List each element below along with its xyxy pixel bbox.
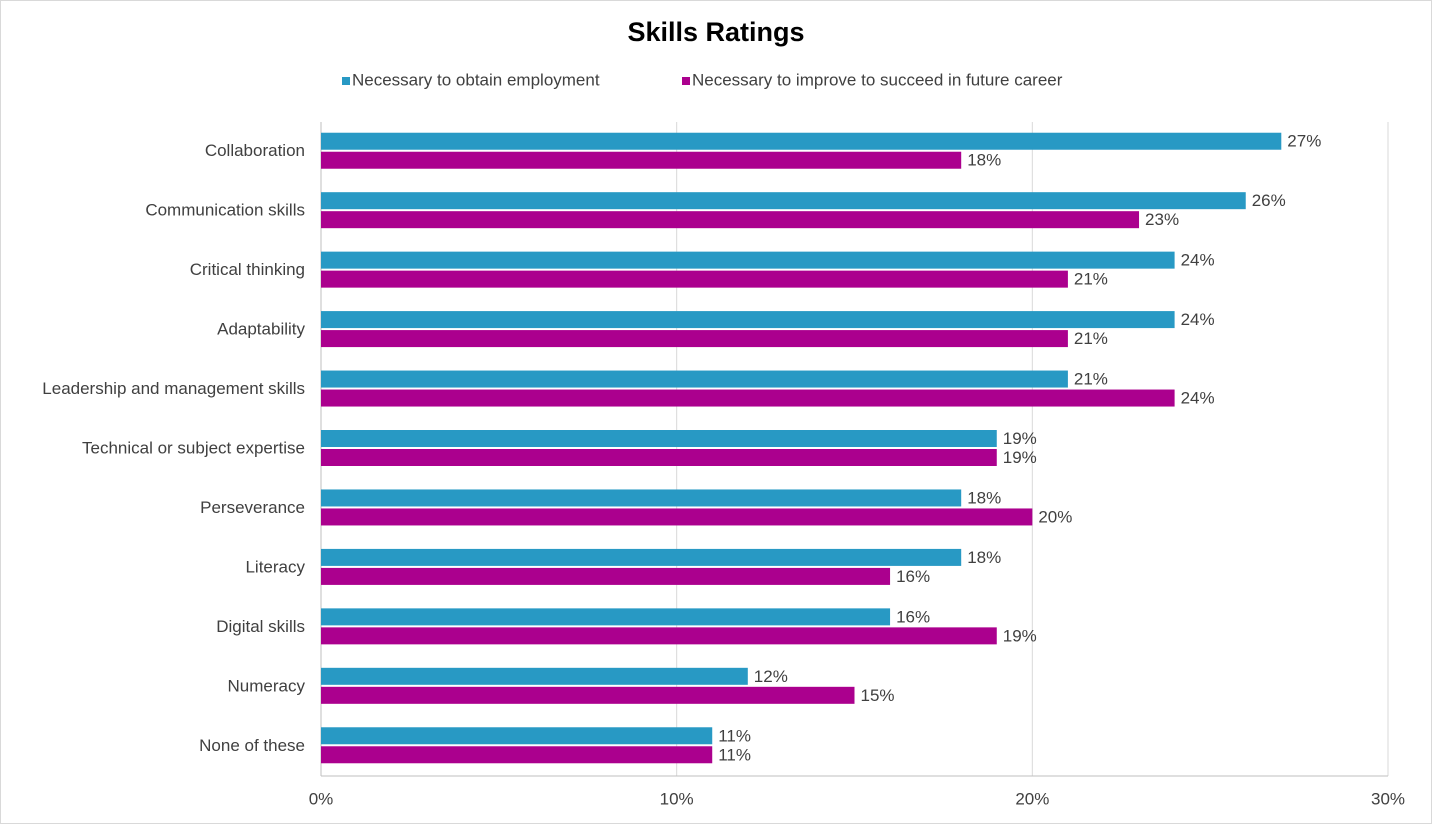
data-label: 23% [1145, 210, 1179, 229]
bar [321, 567, 891, 585]
bar [321, 667, 748, 685]
bar [321, 508, 1033, 526]
data-label: 27% [1287, 132, 1321, 151]
y-tick-label: Perseverance [200, 498, 305, 517]
data-label: 18% [967, 488, 1001, 507]
bar [321, 449, 997, 466]
data-label: 20% [1038, 507, 1072, 526]
y-tick-label: Leadership and management skills [42, 379, 305, 398]
data-label: 15% [861, 686, 895, 705]
bar [321, 211, 1140, 229]
data-label: 18% [967, 151, 1001, 170]
data-label: 21% [1074, 270, 1108, 289]
bar [321, 608, 891, 626]
bar [321, 727, 713, 745]
data-label: 26% [1252, 191, 1286, 210]
bar [321, 132, 1282, 150]
bar [321, 311, 1175, 329]
data-label: 16% [896, 567, 930, 586]
data-label: 19% [1003, 448, 1037, 467]
bar [321, 389, 1175, 407]
bar [321, 151, 962, 169]
y-tick-label: Critical thinking [190, 260, 305, 279]
bar [321, 370, 1068, 388]
bar [321, 270, 1068, 288]
data-label: 24% [1181, 310, 1215, 329]
x-tick-label: 20% [1015, 789, 1049, 808]
bar [321, 746, 713, 764]
y-tick-label: Technical or subject expertise [82, 438, 305, 457]
bar [321, 627, 997, 645]
chart-title: Skills Ratings [627, 17, 804, 47]
x-tick-label: 30% [1371, 789, 1405, 808]
data-label: 19% [1003, 429, 1037, 448]
y-tick-label: Digital skills [216, 617, 305, 636]
bar [321, 548, 962, 566]
bar [321, 192, 1246, 210]
y-tick-label: Collaboration [205, 141, 305, 160]
y-tick-label: None of these [199, 736, 305, 755]
data-label: 24% [1181, 389, 1215, 408]
data-label: 11% [718, 726, 751, 745]
bar [321, 251, 1175, 269]
data-label: 18% [967, 548, 1001, 567]
legend-label: Necessary to obtain employment [352, 70, 600, 89]
data-label: 21% [1074, 329, 1108, 348]
data-label: 24% [1181, 251, 1215, 270]
bar [321, 430, 997, 447]
data-label: 21% [1074, 370, 1108, 389]
y-tick-label: Literacy [245, 557, 305, 576]
y-tick-label: Communication skills [145, 201, 305, 220]
y-tick-label: Adaptability [217, 320, 305, 339]
data-label: 11% [718, 745, 751, 764]
bar [321, 686, 855, 704]
legend-swatch [342, 77, 350, 85]
x-tick-label: 0% [309, 789, 334, 808]
x-tick-label: 10% [660, 789, 694, 808]
bar [321, 330, 1068, 348]
data-label: 19% [1003, 626, 1037, 645]
bar [321, 489, 962, 507]
data-label: 16% [896, 607, 930, 626]
data-label: 12% [754, 667, 788, 686]
legend-label: Necessary to improve to succeed in futur… [692, 70, 1063, 89]
legend-swatch [682, 77, 690, 85]
y-tick-label: Numeracy [228, 676, 306, 695]
